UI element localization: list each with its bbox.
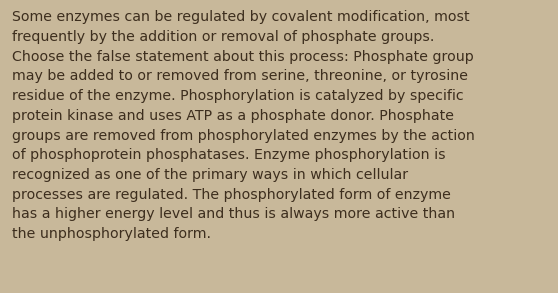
Text: Some enzymes can be regulated by covalent modification, most
frequently by the a: Some enzymes can be regulated by covalen…: [12, 10, 475, 241]
